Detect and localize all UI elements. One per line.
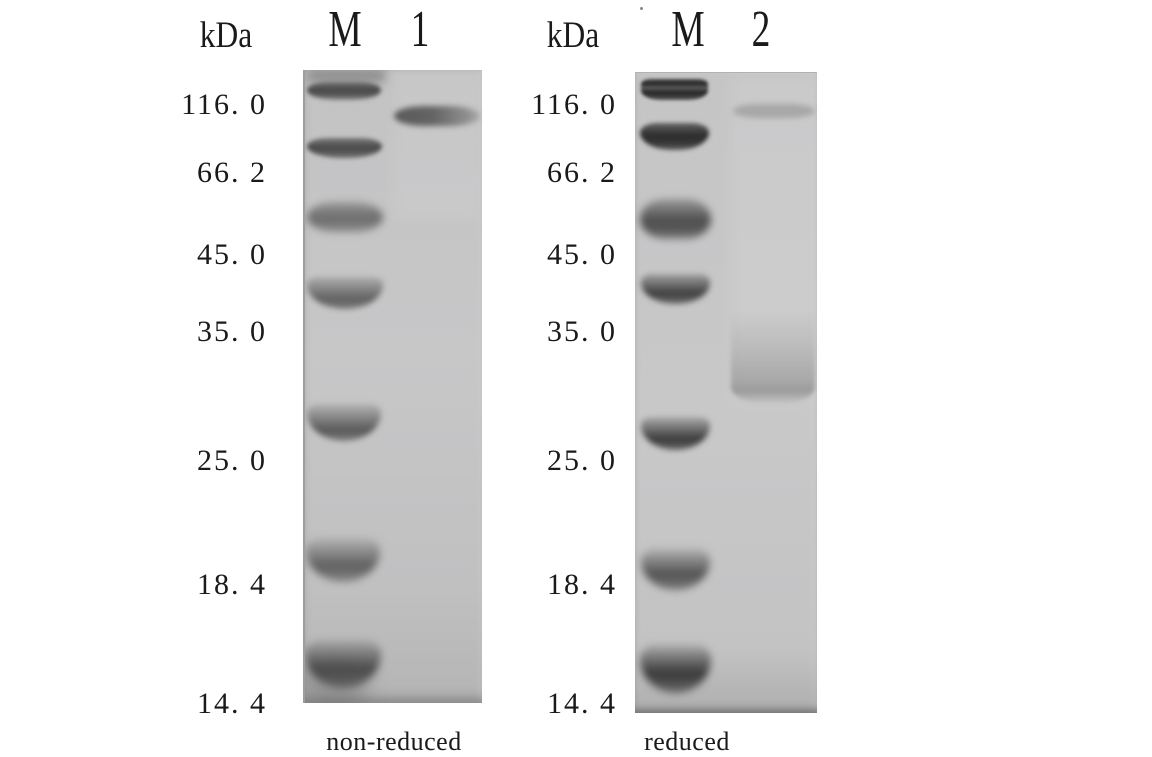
mw-label: 116. 0 <box>181 88 267 121</box>
marker-band <box>641 79 708 100</box>
caption-non-reduced: non-reduced <box>326 727 462 756</box>
marker-band <box>641 417 710 450</box>
mw-label: 25. 0 <box>197 444 267 477</box>
mw-label: 45. 0 <box>547 238 617 271</box>
unit-label-left: kDa <box>199 15 253 56</box>
mw-labels-reduced: 116. 0 66. 2 45. 0 35. 0 25. 0 18. 4 14. 4 <box>487 0 617 753</box>
sample-band <box>394 106 480 126</box>
marker-band <box>307 82 381 100</box>
marker-band <box>307 404 381 441</box>
marker-lane-header-left: M <box>328 1 362 58</box>
marker-band <box>640 645 711 693</box>
mw-label: 66. 2 <box>197 156 267 189</box>
mw-label: 18. 4 <box>547 568 617 601</box>
sample-band <box>393 70 482 220</box>
mw-label: 25. 0 <box>547 444 617 477</box>
mw-label: 35. 0 <box>547 315 617 348</box>
marker-band <box>641 549 710 590</box>
marker-band <box>307 277 383 309</box>
mw-labels-non-reduced: 116. 0 66. 2 45. 0 35. 0 25. 0 18. 4 14. 4 <box>137 0 267 753</box>
gel-reduced <box>635 72 817 713</box>
sample-lane-header-right: 2 <box>751 1 771 58</box>
mw-label: 35. 0 <box>197 315 267 348</box>
sample-lane-header-left: 1 <box>410 1 430 58</box>
sample-band <box>733 104 815 118</box>
marker-band <box>640 199 711 239</box>
mw-label: 14. 4 <box>197 687 267 720</box>
mw-label: 45. 0 <box>197 238 267 271</box>
marker-band <box>307 138 382 158</box>
caption-reduced: reduced <box>644 727 730 756</box>
mw-label: 14. 4 <box>547 687 617 720</box>
gel-artifact <box>307 70 385 82</box>
mw-label: 18. 4 <box>197 568 267 601</box>
marker-band <box>306 538 380 582</box>
gel-artifact <box>305 662 369 703</box>
mw-label: 66. 2 <box>547 156 617 189</box>
marker-band <box>640 123 709 150</box>
marker-band <box>641 274 710 304</box>
marker-lane-header-right: M <box>671 1 705 58</box>
marker-band <box>307 202 383 232</box>
speck-artifact <box>640 7 643 10</box>
sample-band <box>731 311 815 403</box>
gel-non-reduced <box>303 70 482 703</box>
unit-label-right: kDa <box>546 15 600 56</box>
mw-label: 116. 0 <box>531 88 617 121</box>
